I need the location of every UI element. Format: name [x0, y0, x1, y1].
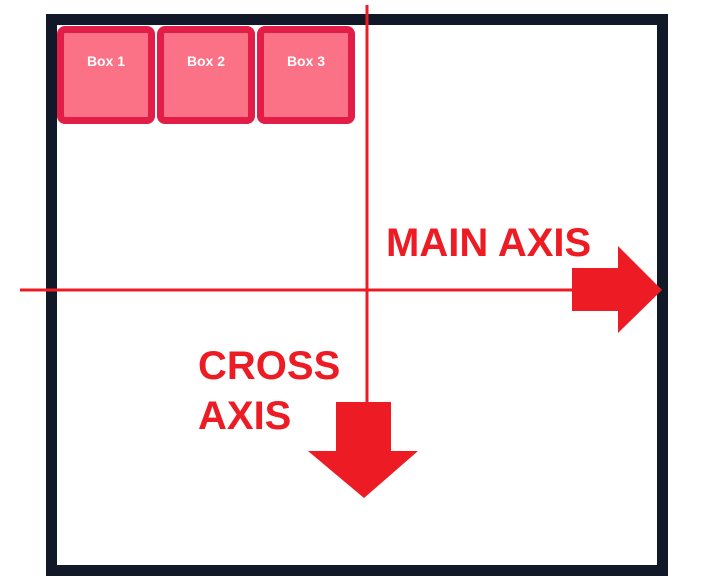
flex-item-box-1: Box 1	[57, 26, 155, 124]
cross-axis-arrow-icon	[308, 402, 418, 498]
cross-axis-label-line-1: CROSS	[198, 344, 341, 388]
box-3-label: Box 3	[286, 53, 326, 69]
cross-axis-label: CROSS AXIS	[198, 341, 340, 441]
box-1-label: Box 1	[86, 53, 126, 69]
cross-axis-label-line-2: AXIS	[198, 394, 292, 438]
box-2-label: Box 2	[186, 53, 226, 69]
flex-item-box-3: Box 3	[257, 26, 355, 124]
flex-item-box-2: Box 2	[157, 26, 255, 124]
main-axis-label: MAIN AXIS	[386, 221, 592, 265]
main-axis-arrow-icon	[572, 246, 662, 333]
